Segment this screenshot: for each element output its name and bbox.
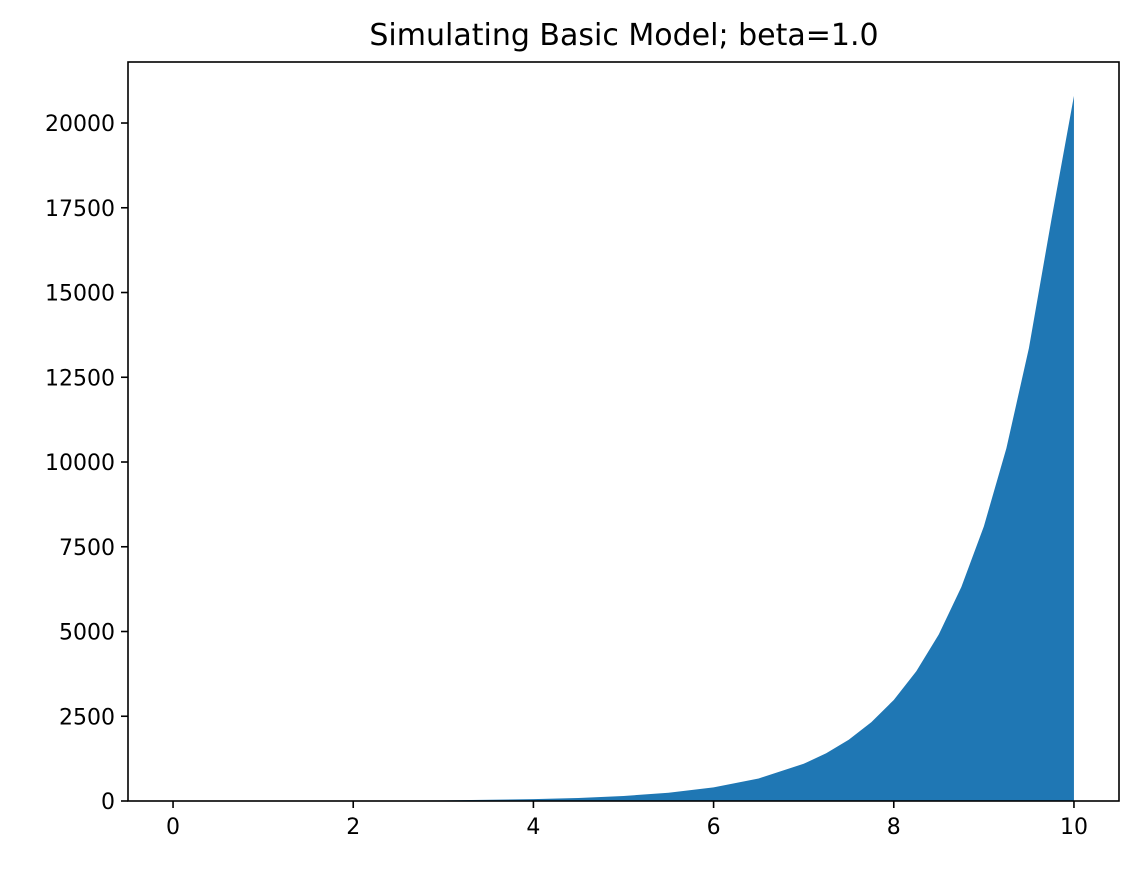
series-layer [173,95,1074,801]
y-tick-label: 2500 [59,705,115,730]
chart-title: Simulating Basic Model; beta=1.0 [369,18,878,53]
y-tick-label: 17500 [45,197,115,222]
axes-frame [127,61,1120,802]
x-tick-label: 0 [166,815,180,840]
y-tick-label: 15000 [45,282,115,307]
series-area-0 [173,95,1074,801]
y-tick-label: 12500 [45,366,115,391]
y-tick-label: 7500 [59,536,115,561]
y-tick-label: 0 [101,790,115,815]
x-tick-label: 2 [346,815,360,840]
y-tick-label: 5000 [59,621,115,646]
plot-area: 0 2 4 6 8 10 0 2500 5000 7500 10000 12500 15000 1750… [45,61,1120,840]
y-axis: 0 2500 5000 7500 10000 12500 15000 17500 20000 [45,112,128,815]
x-axis: 0 2 4 6 8 10 [166,801,1088,840]
x-tick-label: 8 [887,815,901,840]
x-tick-label: 6 [707,815,721,840]
x-tick-label: 4 [526,815,540,840]
y-tick-label: 10000 [45,451,115,476]
y-tick-label: 20000 [45,112,115,137]
x-tick-label: 10 [1060,815,1088,840]
